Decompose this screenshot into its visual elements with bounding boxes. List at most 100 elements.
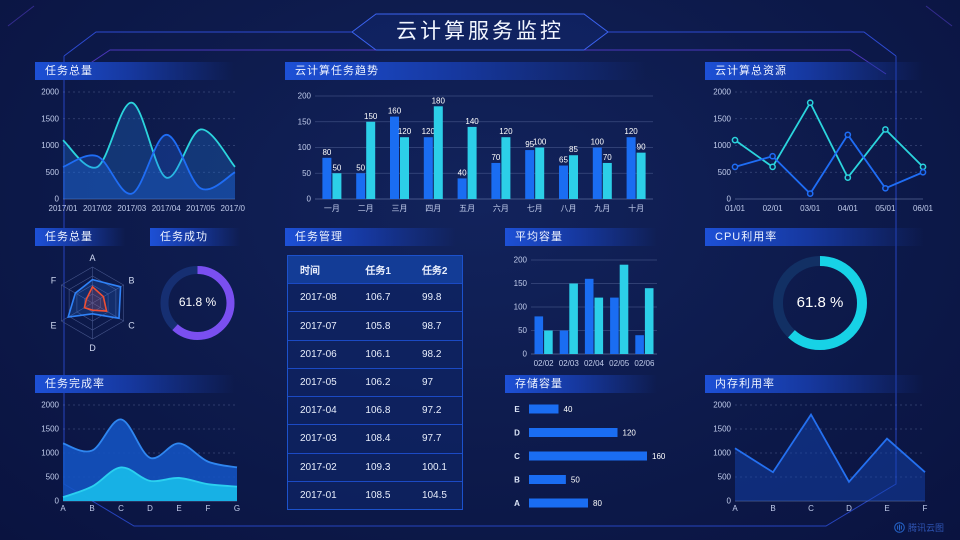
svg-text:四月: 四月: [425, 204, 441, 213]
series-资源-青: [731, 99, 927, 181]
table-cell: 99.8: [421, 292, 442, 304]
x-axis: 2017/01 2017/02 2017/03 2017/04 2017/05 2017/…: [49, 204, 245, 213]
panel-title-cpu: CPU利用率: [705, 228, 935, 246]
panel-title-storage: 存储容量: [505, 375, 665, 393]
table-cell: 106.2: [365, 376, 391, 388]
panel-task-trend: 云计算任务趋势 0 50 100 150 200 一月 二月 三月 四月 五月 六月 七月 八月 九月 十月…: [285, 62, 665, 215]
svg-text:150: 150: [514, 279, 528, 288]
panel-title-memory: 内存利用率: [705, 375, 935, 393]
table-cell: 97.7: [421, 433, 442, 445]
table-cell: 2017-04: [300, 405, 337, 417]
svg-text:2017/04: 2017/04: [152, 204, 181, 213]
x-axis: 02/02 02/03 02/04 02/05 02/06: [534, 359, 655, 368]
table-cell: 2017-06: [300, 348, 337, 360]
panel-completion: 任务完成率 0 500 1000 1500 2000 A B C D E F G: [35, 375, 245, 515]
panel-title-avg-capacity: 平均容量: [505, 228, 665, 246]
table-header-row: 时间 任务1 任务2: [288, 256, 462, 285]
svg-text:九月: 九月: [594, 204, 610, 213]
table-cell: 2017-07: [300, 320, 337, 332]
svg-text:150: 150: [298, 117, 312, 126]
svg-text:2017/06: 2017/06: [221, 204, 245, 213]
cpu-donut: [773, 256, 867, 350]
svg-text:C: C: [118, 504, 124, 513]
panel-storage: 存储容量 E 40 D 120 C 160 B 50 A 80: [505, 375, 665, 515]
svg-text:D: D: [514, 429, 520, 438]
svg-text:C: C: [808, 504, 814, 513]
svg-text:B: B: [770, 504, 775, 513]
svg-text:50: 50: [518, 326, 527, 335]
table-cell: 108.5: [365, 489, 391, 501]
svg-text:160: 160: [652, 452, 665, 461]
svg-text:40: 40: [458, 168, 467, 177]
svg-text:三月: 三月: [392, 204, 408, 213]
task-table: 时间 任务1 任务2 2017-08 106.7 99.8 2017-07 105.8 98.7…: [287, 255, 463, 510]
panel-tasks-total: 任务总量 0 500 1000 1500 2000 2017/01 2017/02 2017/…: [35, 62, 245, 215]
storage-hbar-chart: E 40 D 120 C 160 B 50 A 80: [514, 404, 665, 508]
table-row: 2017-04 106.8 97.2: [288, 397, 462, 426]
series-总量-蓝: [62, 133, 236, 199]
svg-text:0: 0: [727, 497, 732, 506]
series-s2: [544, 264, 654, 354]
svg-text:120: 120: [499, 127, 513, 136]
svg-text:0: 0: [727, 195, 732, 204]
svg-text:80: 80: [322, 148, 331, 157]
svg-text:D: D: [147, 504, 153, 513]
table-cell: 98.2: [421, 348, 442, 360]
svg-text:150: 150: [364, 112, 378, 121]
svg-text:50: 50: [571, 476, 580, 485]
table-cell: 106.7: [365, 292, 391, 304]
svg-text:140: 140: [465, 117, 479, 126]
svg-text:2017/03: 2017/03: [117, 204, 146, 213]
bar-E: [529, 404, 559, 414]
table-row: 2017-03 108.4 97.7: [288, 425, 462, 454]
svg-text:90: 90: [637, 143, 646, 152]
svg-text:50: 50: [356, 163, 365, 172]
svg-text:B: B: [128, 276, 134, 286]
svg-text:02/06: 02/06: [634, 359, 655, 368]
x-axis: 一月 二月 三月 四月 五月 六月 七月 八月 九月 十月: [324, 203, 644, 213]
svg-text:120: 120: [624, 127, 638, 136]
svg-text:2000: 2000: [41, 401, 59, 410]
table-row: 2017-01 108.5 104.5: [288, 481, 462, 509]
svg-text:五月: 五月: [459, 204, 475, 213]
svg-text:A: A: [89, 253, 95, 263]
column-header: 任务2: [421, 266, 448, 278]
svg-text:500: 500: [46, 168, 60, 177]
svg-text:500: 500: [718, 168, 732, 177]
column-header: 时间: [300, 266, 320, 278]
svg-text:80: 80: [593, 499, 602, 508]
svg-text:1000: 1000: [41, 449, 59, 458]
x-axis: 01/01 02/01 03/01 04/01 05/01 06/01: [725, 204, 934, 213]
x-axis: A B C D E F: [732, 504, 927, 513]
table-cell: 106.1: [365, 348, 391, 360]
svg-text:01/01: 01/01: [725, 204, 746, 213]
svg-text:95: 95: [525, 140, 534, 149]
svg-text:2000: 2000: [713, 88, 731, 97]
svg-text:E: E: [176, 504, 181, 513]
svg-text:E: E: [884, 504, 889, 513]
series-完成-青: [62, 466, 238, 501]
table-cell: 105.8: [365, 320, 391, 332]
table-cell: 98.7: [421, 320, 442, 332]
svg-text:1000: 1000: [713, 449, 731, 458]
svg-text:70: 70: [491, 153, 500, 162]
panel-title-total-resources: 云计算总资源: [705, 62, 935, 80]
svg-text:0: 0: [307, 195, 312, 204]
svg-text:1500: 1500: [713, 114, 731, 123]
completion-area-chart: 0 500 1000 1500 2000 A B C D E F G: [41, 401, 240, 514]
table-cell: 108.4: [365, 433, 391, 445]
svg-text:40: 40: [564, 405, 573, 414]
svg-text:120: 120: [422, 127, 436, 136]
task-success-donut: [160, 266, 235, 340]
panel-total-resources: 云计算总资源 0 500 1000 1500 2000 01/01 02/01 03/01 04…: [705, 62, 935, 215]
table-cell: 97.2: [421, 405, 442, 417]
svg-text:A: A: [514, 499, 520, 508]
svg-text:B: B: [89, 504, 94, 513]
svg-text:04/01: 04/01: [838, 204, 859, 213]
svg-text:500: 500: [718, 473, 732, 482]
table-cell: 97: [421, 376, 434, 388]
panel-title-completion: 任务完成率: [35, 375, 245, 393]
table-cell: 2017-02: [300, 461, 337, 473]
svg-text:1500: 1500: [713, 425, 731, 434]
svg-text:G: G: [234, 504, 240, 513]
